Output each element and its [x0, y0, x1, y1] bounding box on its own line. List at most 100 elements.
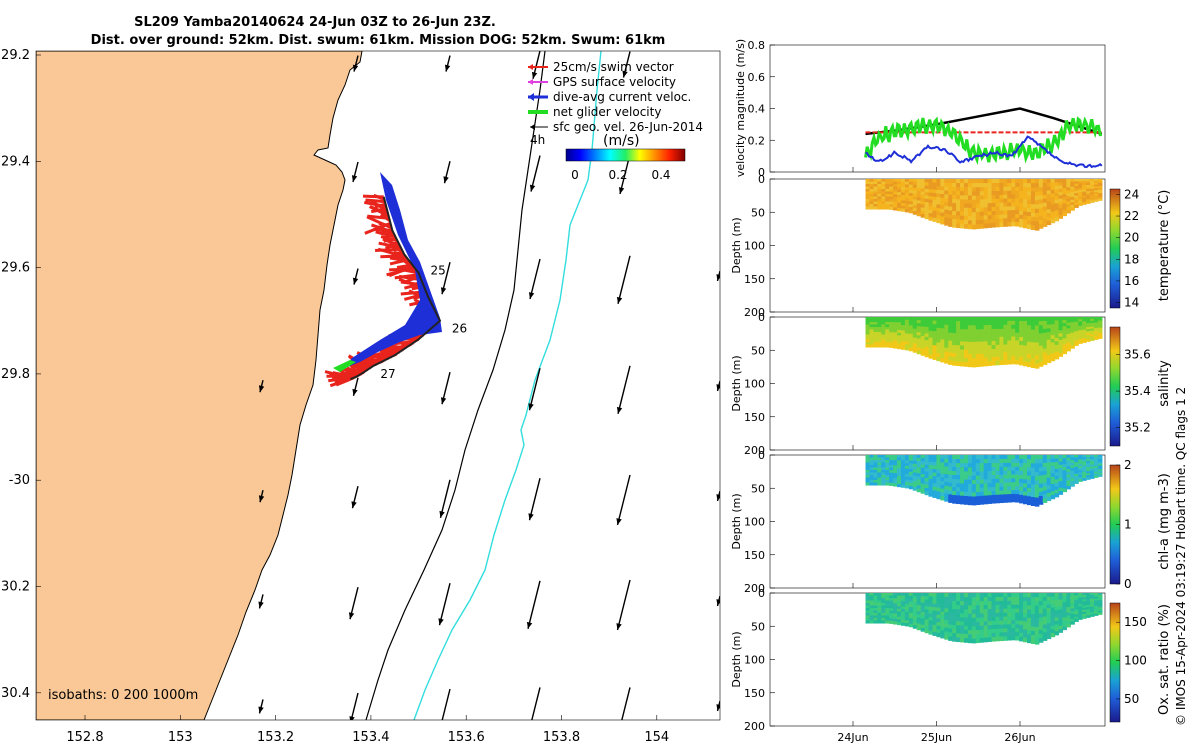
section-cell [956, 195, 961, 200]
section-cell [1007, 324, 1012, 330]
section-cell [1023, 207, 1028, 213]
section-cell [912, 460, 918, 465]
section-cell [932, 472, 938, 477]
section-cell [1023, 499, 1028, 505]
section-cell [1093, 475, 1099, 478]
section-cell [999, 210, 1004, 216]
section-cell [1038, 633, 1044, 639]
geo-arrow-head [352, 277, 359, 285]
section-cell [936, 603, 941, 609]
section-cell [1046, 615, 1052, 621]
section-cell [983, 357, 989, 363]
section-cell [1003, 490, 1008, 495]
section-cell [908, 460, 914, 465]
section-cell [1019, 616, 1024, 622]
section-cell [1074, 604, 1079, 608]
section-cell [1003, 482, 1008, 488]
section-cell [983, 349, 989, 355]
section-cell [920, 455, 926, 459]
section-cell [1023, 325, 1028, 330]
section-cell [944, 332, 949, 337]
section-cell [991, 608, 997, 614]
section-cell [877, 331, 882, 336]
section-cell [1093, 462, 1099, 465]
section-cell [1015, 486, 1020, 491]
section-cell [979, 605, 985, 610]
map-frame [35, 50, 721, 721]
section-cell [944, 600, 949, 606]
section-cell [1074, 466, 1079, 470]
section-cell [1097, 331, 1103, 334]
section-cell [999, 490, 1004, 496]
section-cell [869, 183, 875, 188]
section-cell [995, 474, 1001, 480]
section-cell [877, 317, 882, 321]
section-cell [1034, 480, 1040, 486]
section-cell [971, 337, 977, 343]
section-cell [999, 596, 1004, 602]
section-cell [971, 208, 977, 213]
section-cell [1058, 593, 1064, 597]
section-cell [1030, 208, 1036, 214]
swim-vector [378, 348, 392, 359]
section-cell [1003, 356, 1008, 361]
section-y-tick-label: 100 [744, 240, 765, 253]
section-cell [1011, 497, 1016, 503]
section-cell [881, 479, 886, 484]
geo-arrow-head [716, 704, 720, 711]
geo-arrow-head [528, 513, 534, 521]
section-cell [897, 205, 902, 209]
section-cell [1086, 461, 1091, 464]
section-cell [869, 462, 875, 466]
section-cell [987, 475, 993, 480]
section-cell [932, 203, 938, 208]
section-cell [1046, 458, 1052, 464]
section-cell [1003, 458, 1008, 464]
section-cell [865, 600, 871, 604]
section-cell [1038, 609, 1044, 615]
section-cell [908, 181, 914, 186]
section-cell [924, 343, 930, 348]
section-cell [924, 491, 930, 496]
section-cell [991, 596, 997, 602]
section-cell [979, 337, 985, 343]
section-cell [1090, 338, 1095, 341]
section-cell [960, 211, 965, 217]
section-cell [1046, 593, 1052, 598]
section-cell [1023, 467, 1028, 472]
section-cell [916, 326, 922, 330]
section-cell [1093, 600, 1099, 603]
section-cell [1003, 328, 1008, 334]
section-cell [912, 196, 918, 201]
section-cell [1082, 331, 1087, 335]
section-cell [1042, 317, 1048, 322]
section-cell [1090, 192, 1095, 196]
section-cell [983, 199, 989, 204]
section-cell [1078, 323, 1083, 327]
section-cell [912, 475, 918, 480]
section-cell [900, 460, 906, 464]
section-cell [1054, 627, 1060, 632]
section-cell [1042, 620, 1048, 626]
section-cell [928, 179, 934, 184]
section-cell [1011, 620, 1016, 625]
section-cell [956, 179, 961, 184]
section-cell [1062, 608, 1067, 612]
section-cell [979, 187, 985, 192]
section-cell [967, 337, 973, 343]
section-cell [1086, 327, 1091, 330]
section-cell [1050, 484, 1056, 489]
section-cell [999, 190, 1004, 196]
section-cell [956, 455, 961, 460]
section-cell [877, 610, 882, 614]
swim-vector [365, 198, 386, 204]
section-cell [916, 455, 922, 459]
section-cell [963, 203, 969, 209]
section-cell [991, 616, 997, 622]
section-cell [960, 637, 965, 643]
section-cell [889, 465, 894, 469]
section-cell [1034, 597, 1040, 603]
section-cell [952, 499, 957, 504]
section-cell [865, 331, 871, 336]
section-cell [1015, 336, 1020, 342]
